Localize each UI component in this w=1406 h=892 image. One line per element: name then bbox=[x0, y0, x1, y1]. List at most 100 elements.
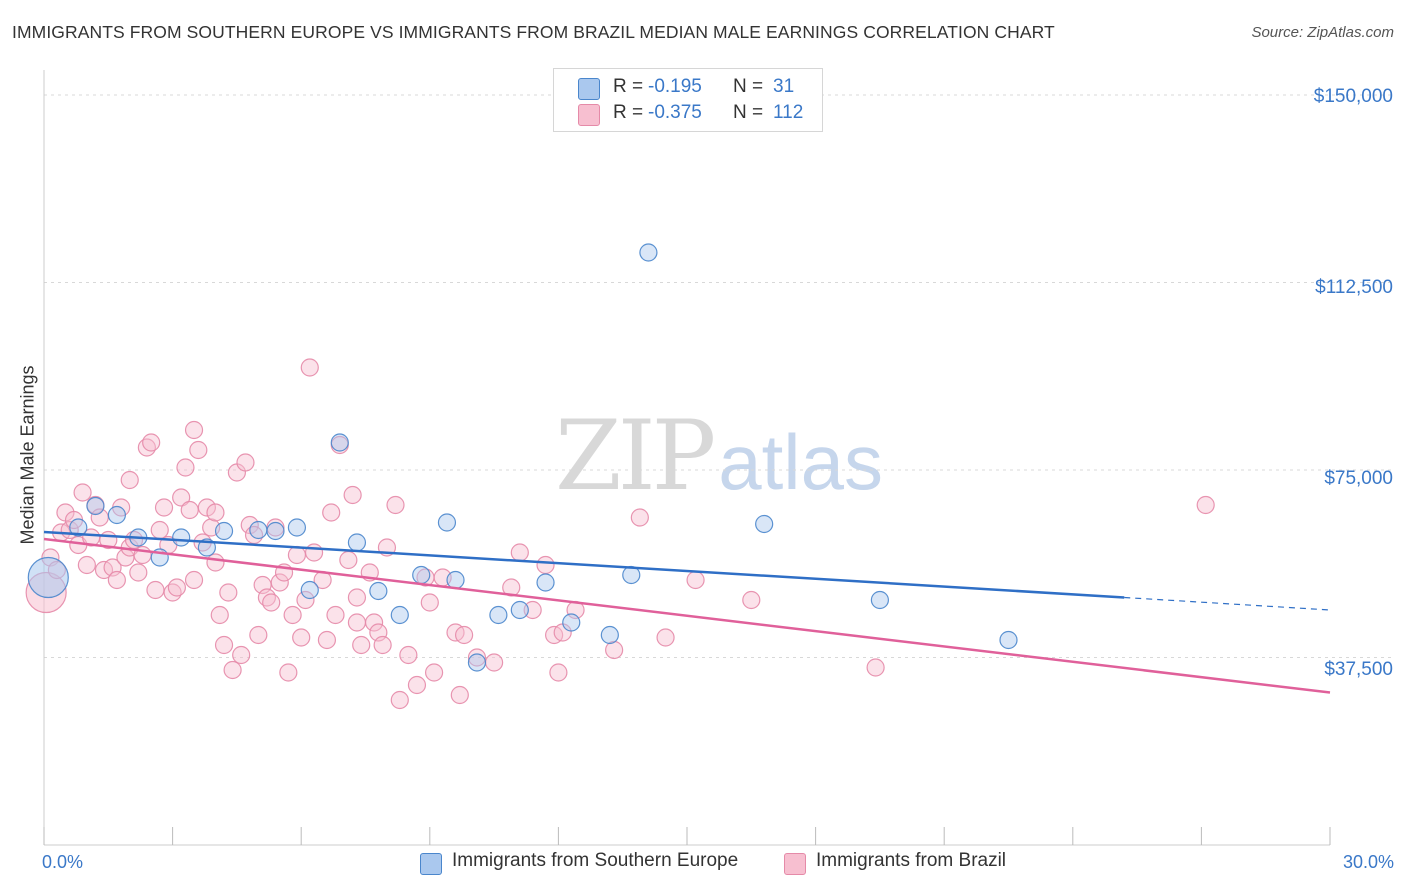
data-point bbox=[219, 583, 238, 602]
data-point bbox=[536, 555, 555, 575]
data-point bbox=[300, 358, 319, 377]
data-point bbox=[184, 420, 204, 440]
data-point bbox=[424, 663, 444, 682]
data-point bbox=[107, 570, 126, 590]
data-point bbox=[330, 433, 349, 452]
data-point bbox=[304, 543, 324, 562]
data-point bbox=[214, 635, 234, 655]
data-point bbox=[86, 496, 105, 516]
data-point bbox=[73, 483, 92, 502]
data-point bbox=[467, 648, 487, 667]
data-point bbox=[467, 653, 487, 672]
data-point bbox=[266, 521, 285, 541]
data-point bbox=[283, 605, 302, 625]
data-point bbox=[390, 690, 409, 710]
watermark-atlas: atlas bbox=[718, 418, 883, 506]
data-point bbox=[420, 593, 439, 612]
data-point bbox=[154, 498, 174, 517]
data-point bbox=[189, 440, 208, 460]
data-point bbox=[390, 605, 409, 625]
legend-swatch-pink bbox=[784, 853, 806, 875]
r-label: R = bbox=[613, 76, 644, 97]
data-point bbox=[485, 653, 504, 672]
data-point bbox=[287, 518, 307, 537]
data-point bbox=[180, 500, 199, 520]
data-point bbox=[639, 243, 658, 262]
data-point bbox=[292, 628, 311, 647]
legend-swatch-blue bbox=[420, 853, 442, 875]
data-point bbox=[27, 556, 69, 599]
data-point bbox=[605, 640, 624, 660]
data-point bbox=[630, 508, 649, 527]
data-point bbox=[107, 505, 126, 525]
r-value: -0.195 bbox=[648, 76, 702, 97]
data-point bbox=[232, 645, 251, 665]
data-point bbox=[407, 675, 427, 695]
legend-swatch-pink bbox=[578, 104, 600, 126]
data-point bbox=[317, 630, 337, 650]
trend-line-brazil bbox=[43, 537, 1331, 694]
y-tick-label: $37,500 bbox=[1324, 659, 1393, 680]
data-point bbox=[129, 563, 148, 582]
y-axis-label: Median Male Earnings bbox=[17, 365, 38, 545]
data-point bbox=[1196, 495, 1215, 515]
data-point bbox=[347, 588, 367, 607]
trend-lines bbox=[43, 530, 1331, 694]
trend-line-southern-europe-extension bbox=[1124, 596, 1331, 611]
trend-line-southern-europe bbox=[43, 530, 1125, 599]
data-point bbox=[549, 663, 568, 682]
series-brazil-points bbox=[25, 358, 1215, 710]
data-point bbox=[600, 625, 619, 645]
legend-label: Immigrants from Brazil bbox=[816, 850, 1007, 871]
data-point bbox=[167, 578, 186, 597]
data-point bbox=[866, 658, 885, 677]
data-point bbox=[454, 625, 474, 645]
data-point bbox=[489, 605, 508, 625]
data-point bbox=[236, 453, 255, 472]
data-point bbox=[373, 635, 392, 655]
data-point bbox=[686, 570, 705, 590]
data-point bbox=[279, 663, 298, 682]
data-point bbox=[510, 543, 529, 562]
data-point bbox=[210, 605, 229, 625]
data-point bbox=[262, 593, 281, 612]
n-label: N = bbox=[733, 102, 764, 123]
data-point bbox=[240, 515, 259, 535]
data-point bbox=[287, 545, 307, 565]
grid-lines bbox=[44, 94, 1395, 658]
data-point bbox=[755, 514, 774, 534]
data-point bbox=[999, 630, 1018, 650]
x-tick-label-min: 0.0% bbox=[42, 852, 84, 872]
data-point bbox=[214, 521, 234, 541]
data-point bbox=[249, 625, 268, 645]
data-point bbox=[656, 628, 675, 647]
data-point bbox=[870, 590, 890, 610]
data-point bbox=[339, 550, 358, 570]
data-point bbox=[249, 520, 268, 540]
x-tick-label-max: 30.0% bbox=[1342, 852, 1394, 872]
data-point bbox=[446, 570, 465, 590]
data-point bbox=[510, 600, 529, 620]
chart-title: IMMIGRANTS FROM SOUTHERN EUROPE VS IMMIG… bbox=[12, 22, 1055, 42]
y-tick-label: $112,500 bbox=[1315, 277, 1393, 298]
data-point bbox=[386, 495, 405, 515]
data-point bbox=[172, 528, 191, 547]
data-point bbox=[206, 553, 225, 572]
data-point bbox=[120, 470, 139, 490]
data-point bbox=[437, 513, 457, 532]
data-point bbox=[322, 503, 341, 522]
data-point bbox=[197, 498, 216, 517]
data-point bbox=[296, 590, 315, 610]
data-point bbox=[150, 520, 169, 540]
data-point bbox=[223, 660, 242, 680]
legend-label: Immigrants from Southern Europe bbox=[452, 850, 739, 871]
data-point bbox=[69, 518, 88, 537]
watermark: ZIPatlas bbox=[555, 400, 883, 512]
data-point bbox=[347, 533, 367, 552]
data-point bbox=[352, 635, 371, 655]
data-point bbox=[77, 555, 96, 575]
data-point bbox=[450, 685, 469, 705]
data-point bbox=[523, 600, 542, 620]
n-value: 112 bbox=[773, 102, 804, 123]
